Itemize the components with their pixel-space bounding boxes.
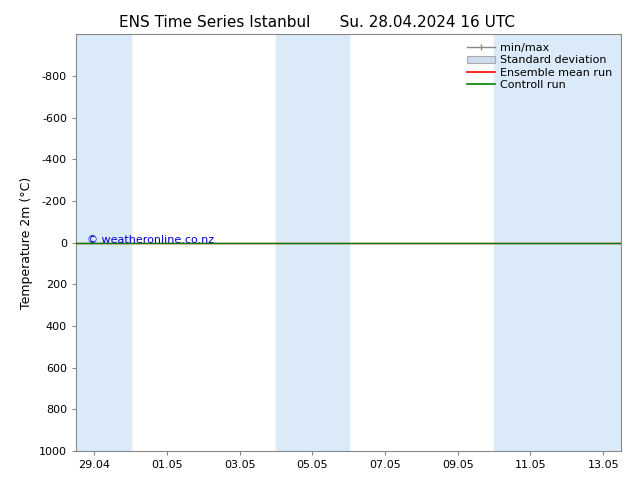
Y-axis label: Temperature 2m (°C): Temperature 2m (°C) <box>20 176 34 309</box>
Bar <box>76 34 131 451</box>
Bar <box>276 34 349 451</box>
Text: ENS Time Series Istanbul      Su. 28.04.2024 16 UTC: ENS Time Series Istanbul Su. 28.04.2024 … <box>119 15 515 30</box>
Text: © weatheronline.co.nz: © weatheronline.co.nz <box>87 236 214 245</box>
Legend: min/max, Standard deviation, Ensemble mean run, Controll run: min/max, Standard deviation, Ensemble me… <box>463 40 616 93</box>
Bar <box>494 34 621 451</box>
